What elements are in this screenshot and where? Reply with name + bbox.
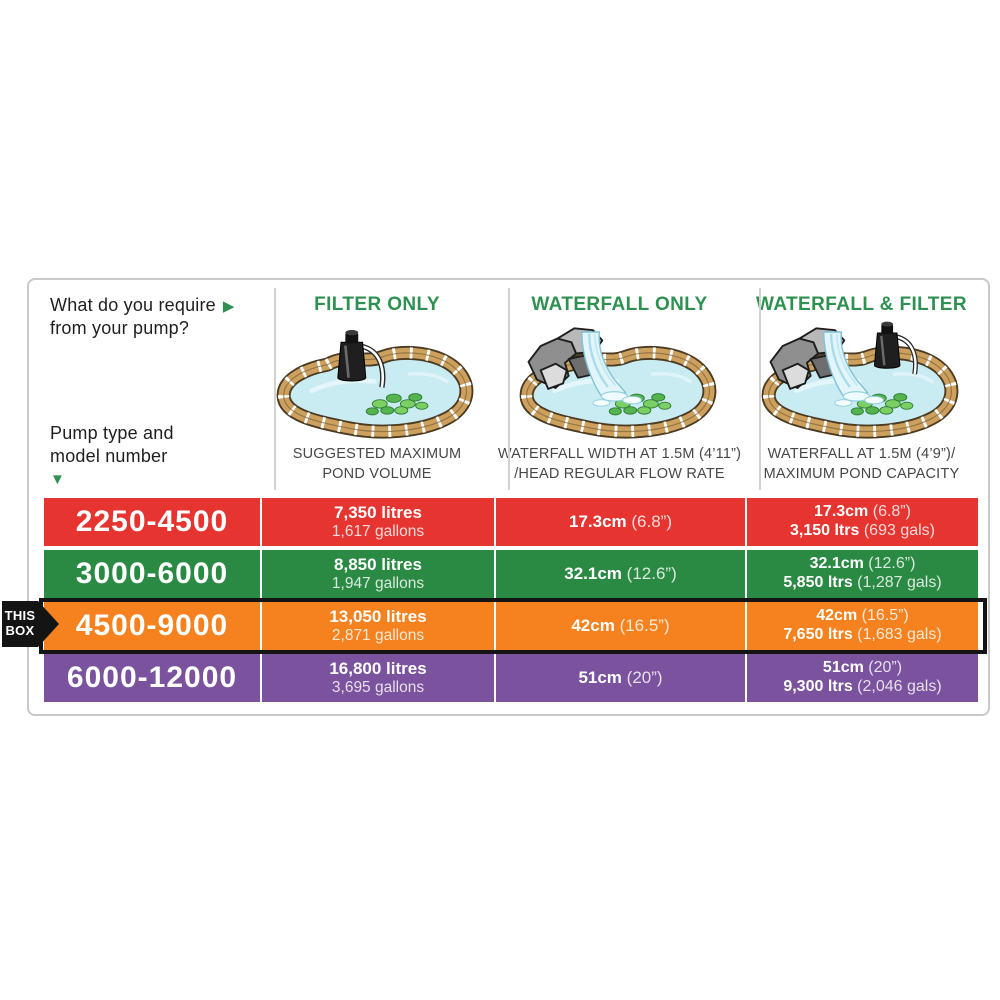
arrow-down-icon: ▼ — [50, 471, 65, 489]
column-caption: WATERFALL WIDTH AT 1.5M (4’11”) /HEAD RE… — [497, 446, 742, 482]
waterfall-filter-cell: 42cm (16.5”) 7,650 ltrs (1,683 gals) — [745, 602, 978, 650]
column-divider — [508, 288, 510, 490]
table-row-highlighted: 4500-9000 13,050 litres 2,871 gallons 42… — [39, 598, 987, 654]
column-header-filter-only: FILTER ONLY SUGGESTED MAXIMUM POND VOLUM… — [260, 280, 494, 496]
model-number: 6000-12000 — [66, 661, 238, 695]
column-title: WATERFALL ONLY — [531, 294, 708, 315]
waterfall-only-cell: 17.3cm (6.8”) — [494, 498, 745, 546]
table-row: 6000-12000 16,800 litres 3,695 gallons 5… — [44, 654, 978, 702]
arrow-right-icon: ▶ — [222, 298, 235, 315]
filter-only-cell: 7,350 litres 1,617 gallons — [260, 498, 494, 546]
table-rows: 2250-4500 7,350 litres 1,617 gallons 17.… — [39, 498, 987, 706]
pond-with-waterfall-and-filter-pump-illustration — [753, 318, 971, 444]
model-cell: 2250-4500 — [44, 498, 260, 546]
model-number: 4500-9000 — [75, 609, 229, 643]
model-cell: 4500-9000 — [44, 602, 260, 650]
column-caption: SUGGESTED MAXIMUM POND VOLUME — [292, 446, 462, 482]
column-title: FILTER ONLY — [314, 294, 440, 315]
filter-only-cell: 16,800 litres 3,695 gallons — [260, 654, 494, 702]
question-column: What do you require ▶ from your pump? Pum… — [44, 280, 260, 496]
column-title: WATERFALL & FILTER — [756, 294, 967, 315]
pump-table: What do you require ▶ from your pump? Pum… — [27, 278, 990, 716]
this-box-badge: THIS BOX — [2, 601, 59, 647]
waterfall-filter-cell: 17.3cm (6.8”) 3,150 ltrs (693 gals) — [745, 498, 978, 546]
filter-only-cell: 8,850 litres 1,947 gallons — [260, 550, 494, 598]
table-header: What do you require ▶ from your pump? Pum… — [44, 280, 978, 496]
column-divider — [759, 288, 761, 490]
pond-with-filter-pump-illustration — [268, 318, 486, 444]
model-cell: 6000-12000 — [44, 654, 260, 702]
waterfall-only-cell: 51cm (20”) — [494, 654, 745, 702]
column-divider — [274, 288, 276, 490]
pump-type-label: Pump type and model number ▼ — [50, 423, 174, 489]
column-header-waterfall-only: WATERFALL ONLY WATERFALL WIDTH AT 1.5M (… — [494, 280, 745, 496]
model-cell: 3000-6000 — [44, 550, 260, 598]
waterfall-only-cell: 32.1cm (12.6”) — [494, 550, 745, 598]
question-text: What do you require ▶ — [50, 295, 235, 315]
model-number: 3000-6000 — [75, 557, 229, 591]
waterfall-filter-cell: 32.1cm (12.6”) 5,850 ltrs (1,287 gals) — [745, 550, 978, 598]
table-row: 3000-6000 8,850 litres 1,947 gallons 32.… — [44, 550, 978, 598]
waterfall-only-cell: 42cm (16.5”) — [494, 602, 745, 650]
waterfall-filter-cell: 51cm (20”) 9,300 ltrs (2,046 gals) — [745, 654, 978, 702]
column-caption: WATERFALL AT 1.5M (4’9”)/ MAXIMUM POND C… — [763, 446, 960, 482]
pond-with-waterfall-illustration — [511, 327, 729, 444]
filter-only-cell: 13,050 litres 2,871 gallons — [260, 602, 494, 650]
model-number: 2250-4500 — [75, 505, 229, 539]
table-row: 2250-4500 7,350 litres 1,617 gallons 17.… — [44, 498, 978, 546]
column-header-waterfall-and-filter: WATERFALL & FILTER WATERFALL AT 1.5M (4’… — [745, 280, 978, 496]
